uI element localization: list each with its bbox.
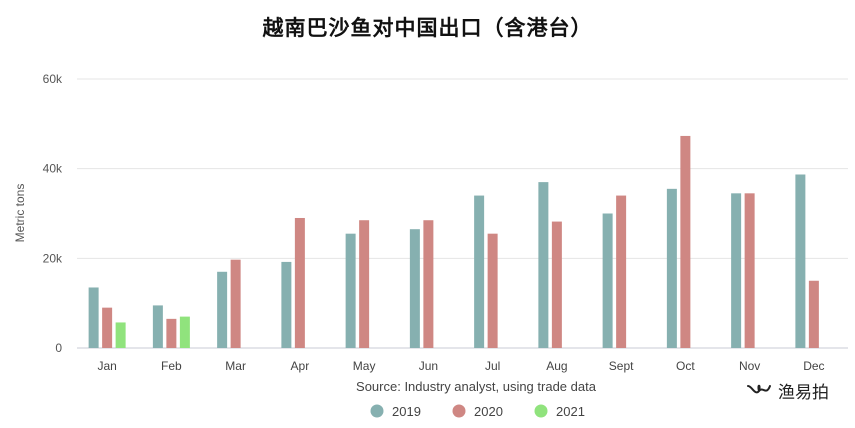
bar-2020-mar[interactable] xyxy=(230,259,241,348)
bar-2020-apr[interactable] xyxy=(294,217,305,348)
x-axis-ticks: Jan Feb Mar Apr May Jun Jul Aug Sept Oct Nov Dec xyxy=(97,359,824,373)
bar-2020-dec[interactable] xyxy=(808,280,819,348)
x-tick-label: Mar xyxy=(225,359,246,373)
x-tick-label: May xyxy=(353,359,376,373)
bar-2019-feb[interactable] xyxy=(152,305,163,348)
y-tick-label: 0 xyxy=(55,341,62,355)
legend-swatch xyxy=(370,404,384,418)
bar-2020-jun[interactable] xyxy=(423,220,434,348)
legend-item-2021[interactable]: 2021 xyxy=(534,404,585,419)
bar-2019-dec[interactable] xyxy=(795,174,806,348)
bar-2019-may[interactable] xyxy=(345,233,356,348)
legend-swatch xyxy=(534,404,548,418)
legend-item-2020[interactable]: 2020 xyxy=(452,404,503,419)
legend-label: 2019 xyxy=(392,404,421,419)
x-tick-label: Jul xyxy=(485,359,500,373)
x-tick-label: Jun xyxy=(419,359,438,373)
watermark-text: 渔易拍 xyxy=(778,383,829,402)
bar-2021-feb[interactable] xyxy=(179,316,190,348)
bar-2019-mar[interactable] xyxy=(217,271,228,348)
bar-2020-jul[interactable] xyxy=(487,233,498,348)
bar-2020-nov[interactable] xyxy=(744,193,755,348)
legend-swatch xyxy=(452,404,466,418)
bar-2020-may[interactable] xyxy=(359,220,370,348)
bar-2019-jul[interactable] xyxy=(474,195,485,348)
legend-item-2019[interactable]: 2019 xyxy=(370,404,421,419)
bar-2020-sept[interactable] xyxy=(616,195,627,348)
legend[interactable]: 2019 2020 2021 xyxy=(370,404,585,419)
source-caption: Source: Industry analyst, using trade da… xyxy=(356,379,597,394)
y-axis-label: Metric tons xyxy=(13,184,27,243)
bar-2019-sept[interactable] xyxy=(602,213,613,349)
wechat-channel-icon xyxy=(747,384,771,393)
x-tick-label: Sept xyxy=(609,359,634,373)
bar-2019-aug[interactable] xyxy=(538,182,549,348)
bar-2019-apr[interactable] xyxy=(281,261,292,348)
x-tick-label: Oct xyxy=(676,359,695,373)
bar-2019-jan[interactable] xyxy=(88,287,99,348)
bar-2019-jun[interactable] xyxy=(409,229,420,348)
bar-2020-feb[interactable] xyxy=(166,318,177,348)
gridlines xyxy=(77,78,848,349)
watermark: 渔易拍 xyxy=(746,378,829,403)
bar-2021-jan[interactable] xyxy=(115,322,126,348)
x-tick-label: Apr xyxy=(291,359,310,373)
y-tick-label: 20k xyxy=(43,251,63,265)
x-tick-label: Nov xyxy=(739,359,760,373)
bar-2019-nov[interactable] xyxy=(731,193,742,348)
bar-2019-oct[interactable] xyxy=(666,188,677,348)
x-tick-label: Feb xyxy=(161,359,182,373)
x-tick-label: Aug xyxy=(546,359,567,373)
bar-2020-jan[interactable] xyxy=(102,307,113,348)
bars xyxy=(88,135,819,349)
y-axis-ticks: 0 20k 40k 60k xyxy=(43,72,63,355)
y-tick-label: 40k xyxy=(43,162,63,176)
chart-title: 越南巴沙鱼对中国出口（含港台） xyxy=(262,15,593,40)
x-tick-label: Jan xyxy=(97,359,116,373)
legend-label: 2020 xyxy=(474,404,503,419)
bar-2020-oct[interactable] xyxy=(680,135,691,348)
y-tick-label: 60k xyxy=(43,72,63,86)
bar-2020-aug[interactable] xyxy=(551,221,562,348)
x-tick-label: Dec xyxy=(803,359,824,373)
legend-label: 2021 xyxy=(556,404,585,419)
